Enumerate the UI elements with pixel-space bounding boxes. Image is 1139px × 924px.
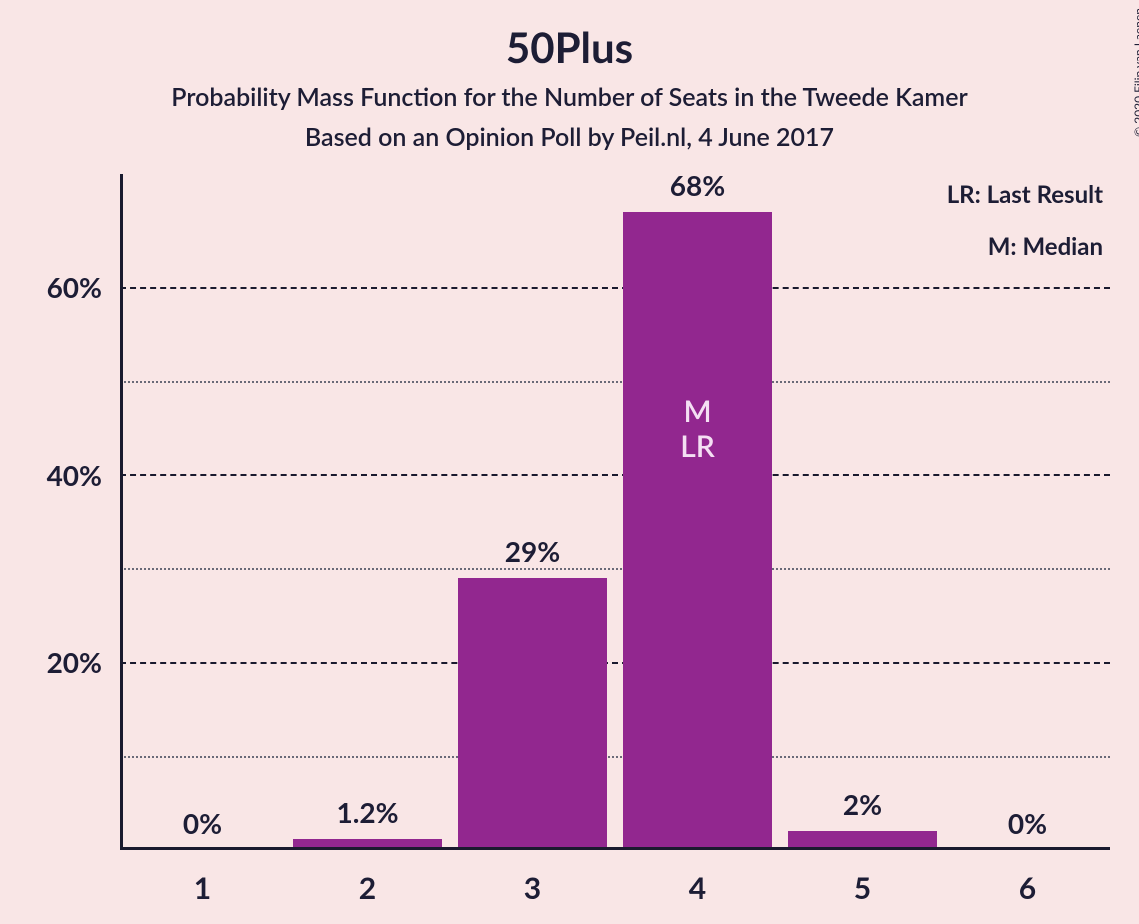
bar	[623, 212, 772, 850]
bar-value-label: 0%	[945, 806, 1110, 840]
x-tick-label: 5	[780, 870, 945, 906]
plot-area: 0%1.2%29%68%M LR2%0%20%40%60%123456	[120, 174, 1110, 850]
y-axis	[120, 174, 123, 850]
gridline-minor	[120, 381, 1110, 383]
x-tick-label: 1	[120, 870, 285, 906]
y-tick-label: 40%	[0, 458, 102, 492]
bar	[458, 578, 607, 850]
x-tick-label: 2	[285, 870, 450, 906]
gridline-major	[120, 662, 1110, 664]
chart-subtitle-2: Based on an Opinion Poll by Peil.nl, 4 J…	[0, 122, 1139, 152]
legend-line: M: Median	[947, 228, 1103, 266]
bar-value-label: 2%	[780, 787, 945, 821]
gridline-minor	[120, 756, 1110, 758]
chart-subtitle-1: Probability Mass Function for the Number…	[0, 82, 1139, 112]
bar-value-label: 68%	[615, 168, 780, 202]
y-tick-label: 20%	[0, 645, 102, 679]
copyright-text: © 2020 Filip van Laenen	[1131, 8, 1139, 137]
x-tick-label: 4	[615, 870, 780, 906]
bar-annotation: M LR	[623, 394, 772, 463]
bar-value-label: 29%	[450, 534, 615, 568]
y-tick-label: 60%	[0, 270, 102, 304]
legend: LR: Last Result M: Median	[947, 176, 1103, 266]
x-axis	[120, 847, 1110, 850]
gridline-major	[120, 287, 1110, 289]
gridline-major	[120, 474, 1110, 476]
legend-line: LR: Last Result	[947, 176, 1103, 214]
bar-value-label: 1.2%	[285, 795, 450, 829]
x-tick-label: 6	[945, 870, 1110, 906]
gridline-minor	[120, 568, 1110, 570]
chart-title: 50Plus	[0, 22, 1139, 72]
bar-value-label: 0%	[120, 806, 285, 840]
x-tick-label: 3	[450, 870, 615, 906]
